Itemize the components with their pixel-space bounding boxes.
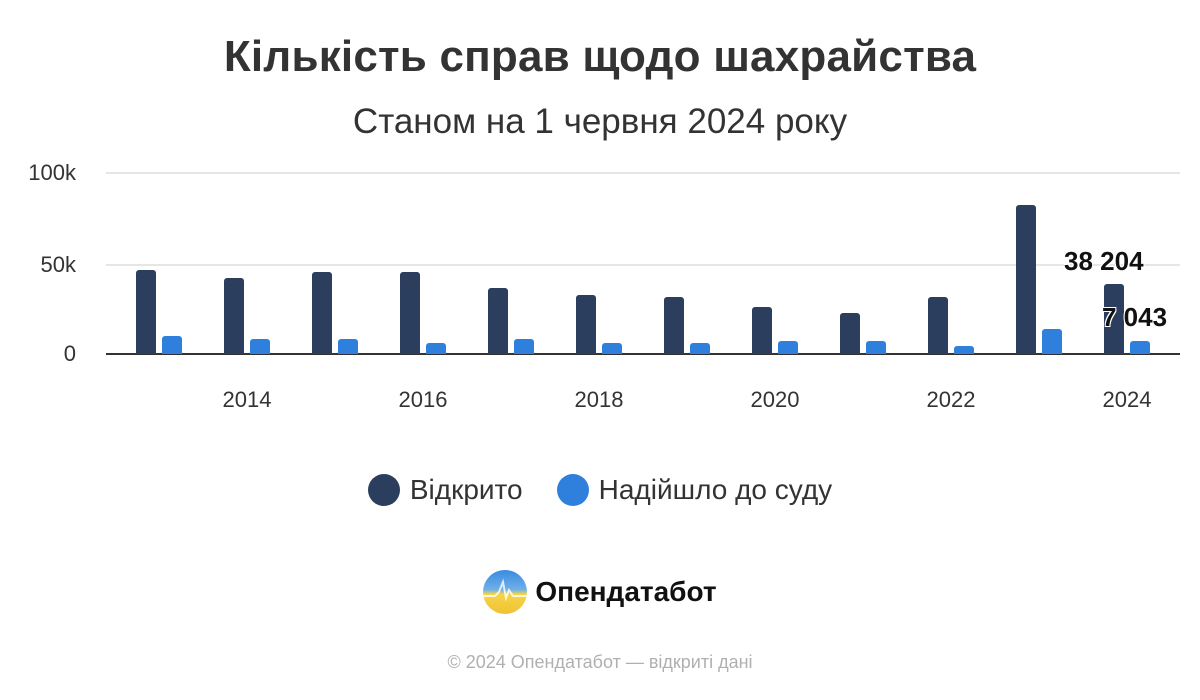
bar-opened-2018[interactable] bbox=[576, 295, 596, 354]
x-tick-2022: 2022 bbox=[926, 387, 976, 412]
x-tick-2024: 2024 bbox=[1102, 387, 1152, 412]
gridline-100k bbox=[106, 172, 1180, 174]
bar-opened-2023[interactable] bbox=[1016, 205, 1036, 354]
bar-to-court-2024[interactable] bbox=[1130, 341, 1150, 354]
bar-to-court-2021[interactable] bbox=[866, 341, 886, 354]
legend-dot-icon bbox=[556, 474, 589, 506]
bar-opened-2014[interactable] bbox=[224, 278, 244, 354]
bar-opened-2024[interactable] bbox=[1104, 284, 1124, 354]
data-label-opened-2024: 38 204 bbox=[1064, 246, 1144, 276]
bar-to-court-2013[interactable] bbox=[162, 336, 182, 354]
y-tick-0: 0 bbox=[63, 341, 76, 366]
legend-item-to-court[interactable]: Надійшло до суду bbox=[556, 474, 833, 506]
chart-title: Кількість справ щодо шахрайства bbox=[223, 32, 977, 81]
bar-to-court-2014[interactable] bbox=[250, 339, 270, 354]
bar-opened-2019[interactable] bbox=[664, 297, 684, 354]
legend-item-opened[interactable]: Відкрито bbox=[367, 474, 523, 506]
bar-to-court-2016[interactable] bbox=[426, 343, 446, 354]
brand-name: Опендатабот bbox=[535, 576, 717, 607]
bar-to-court-2019[interactable] bbox=[690, 343, 710, 354]
brand-logo-icon bbox=[483, 570, 528, 614]
bar-opened-2022[interactable] bbox=[928, 297, 948, 354]
bar-opened-2017[interactable] bbox=[488, 288, 508, 354]
gridline-50k bbox=[106, 264, 1180, 266]
legend-dot-icon bbox=[367, 474, 400, 506]
y-tick-50k: 50k bbox=[40, 252, 76, 277]
plot-area: 100k 50k 0 2014 2016 2018 2020 2022 2024… bbox=[28, 160, 1180, 412]
bar-opened-2016[interactable] bbox=[400, 272, 420, 354]
x-tick-2020: 2020 bbox=[750, 387, 800, 412]
legend-label-opened: Відкрито bbox=[409, 474, 523, 505]
legend-label-to-court: Надійшло до суду bbox=[598, 474, 833, 505]
legend: Відкрито Надійшло до суду bbox=[0, 474, 1200, 506]
y-tick-100k: 100k bbox=[28, 160, 76, 185]
footer-copyright: © 2024 Опендатабот — відкриті дані bbox=[447, 652, 753, 672]
data-label-to-court-2024: 7 043 bbox=[1102, 302, 1168, 332]
bar-opened-2020[interactable] bbox=[752, 307, 772, 354]
x-axis-line bbox=[106, 353, 1180, 355]
bar-to-court-2023[interactable] bbox=[1042, 329, 1062, 354]
chart-subtitle: Станом на 1 червня 2024 року bbox=[352, 102, 848, 141]
x-tick-2016: 2016 bbox=[398, 387, 448, 412]
brand: Опендатабот bbox=[0, 570, 1200, 614]
bar-to-court-2018[interactable] bbox=[602, 343, 622, 354]
bar-opened-2013[interactable] bbox=[136, 270, 156, 354]
bar-to-court-2022[interactable] bbox=[954, 346, 974, 354]
x-tick-2014: 2014 bbox=[222, 387, 272, 412]
bar-to-court-2015[interactable] bbox=[338, 339, 358, 354]
bar-to-court-2020[interactable] bbox=[778, 341, 798, 354]
bar-opened-2015[interactable] bbox=[312, 272, 332, 354]
x-tick-2018: 2018 bbox=[574, 387, 624, 412]
bar-to-court-2017[interactable] bbox=[514, 339, 534, 354]
bar-opened-2021[interactable] bbox=[840, 313, 860, 354]
